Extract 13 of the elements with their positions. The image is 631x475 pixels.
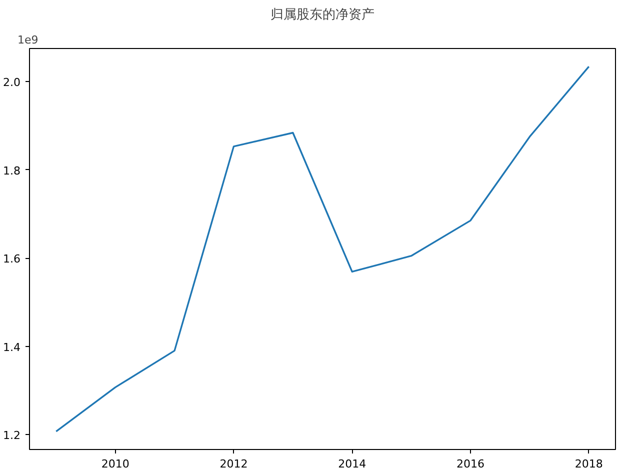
y-tick-label: 2.0 bbox=[3, 76, 21, 90]
x-tick-label: 2010 bbox=[101, 458, 130, 470]
x-tick-label: 2012 bbox=[220, 458, 248, 470]
text: 1e9 bbox=[18, 34, 38, 46]
y-tick-label: 1.8 bbox=[3, 164, 21, 178]
y-tick-label: 1.4 bbox=[3, 340, 21, 354]
line-series bbox=[55, 66, 590, 432]
y-tick-label: 1.6 bbox=[3, 252, 21, 266]
chart-title: 归属股东的净资产 bbox=[270, 8, 374, 22]
y-tick-label: 1.2 bbox=[3, 429, 21, 442]
x-tick-label: 2018 bbox=[574, 458, 603, 470]
x-tick-label: 2016 bbox=[456, 458, 484, 470]
x-tick-label: 2014 bbox=[338, 458, 366, 470]
